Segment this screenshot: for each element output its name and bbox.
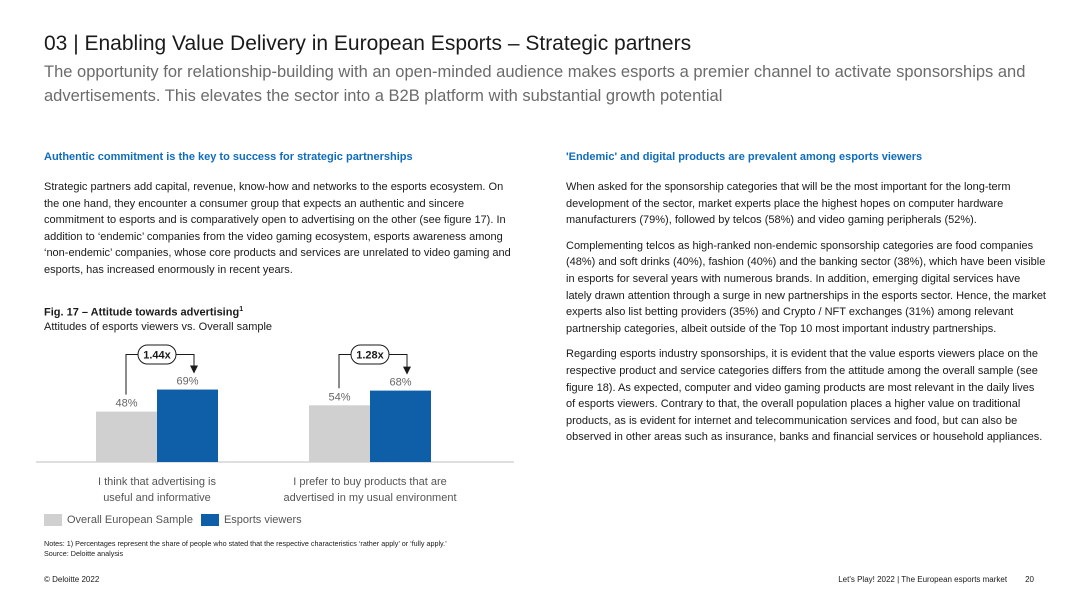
figure-title: Fig. 17 – Attitude towards advertising1 [44, 306, 243, 319]
multiplier-arrow [389, 354, 411, 375]
bar-overall-1 [96, 411, 157, 462]
legend-item-overall: Overall European Sample [44, 514, 193, 526]
multiplier-connector-left [338, 354, 351, 389]
legend-item-esports: Esports viewers [200, 514, 302, 526]
chart-legend: Overall European Sample Esports viewers [44, 514, 310, 526]
left-section-heading: Authentic commitment is the key to succe… [44, 151, 413, 163]
right-paragraph-2: Complementing telcos as high-ranked non-… [566, 239, 1046, 335]
footer-info: Let's Play! 2022 | The European esports … [838, 575, 1034, 584]
multiplier-badge [350, 344, 390, 365]
bar-value-label: 68% [389, 377, 411, 389]
bar-esports-1 [157, 389, 218, 462]
category-label: useful and informative [103, 492, 211, 504]
page-title: 03 | Enabling Value Delivery in European… [44, 32, 692, 55]
category-label: I prefer to buy products that are [293, 476, 446, 488]
bar-esports-2 [370, 390, 431, 462]
figure-subtitle: Attitudes of esports viewers vs. Overall… [44, 321, 273, 333]
right-paragraph-3: Regarding esports industry sponsorships,… [566, 348, 1043, 444]
legend-swatch-esports [200, 514, 219, 526]
page-subtitle: The opportunity for relationship-buildin… [44, 63, 1026, 105]
multiplier-label: 1.44x [143, 350, 171, 362]
multiplier-badge [137, 344, 177, 365]
legend-swatch-overall [44, 514, 62, 526]
right-section-heading: 'Endemic' and digital products are preva… [566, 151, 923, 163]
page-number: 20 [1025, 575, 1034, 584]
multiplier-arrow [176, 354, 198, 374]
multiplier-label: 1.28x [356, 350, 384, 362]
left-column: Authentic commitment is the key to succe… [44, 151, 514, 288]
category-label: I think that advertising is [98, 476, 217, 488]
right-column: 'Endemic' and digital products are preva… [566, 151, 1046, 455]
footer-report-title: Let's Play! 2022 | The European esports … [838, 575, 1008, 584]
legend-label-esports: Esports viewers [223, 514, 302, 526]
figure-title-text: Fig. 17 – Attitude towards advertising [44, 306, 240, 319]
multiplier-connector-left [125, 354, 138, 395]
bar-value-label: 48% [115, 398, 137, 410]
bar-value-label: 54% [328, 391, 350, 403]
left-paragraph: Strategic partners add capital, revenue,… [44, 181, 511, 276]
figure-notes: Notes: 1) Percentages represent the shar… [44, 539, 447, 559]
footer-copyright: © Deloitte 2022 [44, 575, 100, 584]
notes-line: Notes: 1) Percentages represent the shar… [44, 539, 447, 548]
bar-overall-2 [309, 405, 370, 462]
legend-label-overall: Overall European Sample [67, 514, 193, 526]
right-paragraph-1: When asked for the sponsorship categorie… [566, 181, 1011, 227]
source-line: Source: Deloitte analysis [44, 549, 124, 558]
attitude-bar-chart: 48% 69% 1.44x I think that advertising is us… [36, 344, 514, 504]
category-label: advertised in my usual environment [283, 492, 456, 504]
figure-title-footnote: 1 [239, 306, 244, 313]
bar-value-label: 69% [176, 376, 198, 388]
